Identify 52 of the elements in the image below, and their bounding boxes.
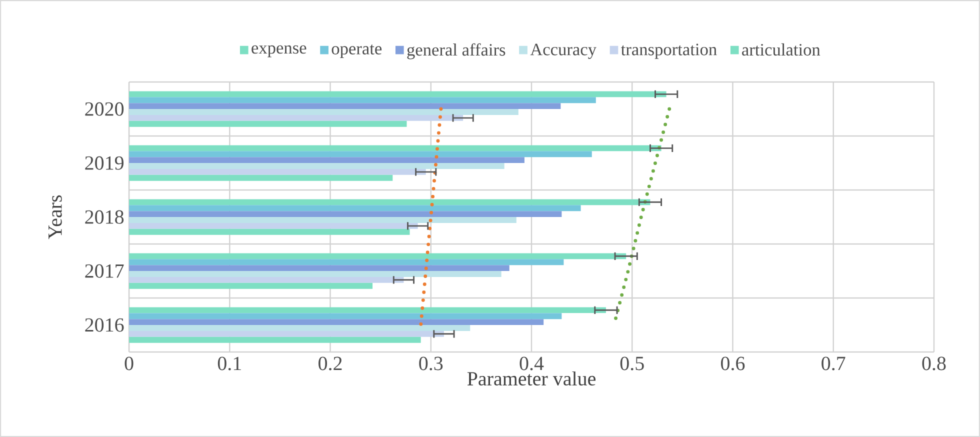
y-tick-label: 2019 — [85, 156, 124, 170]
x-tick-label: 0.6 — [720, 356, 745, 370]
bar — [129, 265, 510, 271]
bar — [129, 282, 373, 289]
legend-label: general affairs — [407, 43, 506, 60]
x-axis-title: Parameter value — [467, 371, 596, 386]
x-tick-label: 0.5 — [620, 356, 644, 370]
bar — [129, 168, 426, 175]
y-tick-label: 2016 — [85, 318, 124, 332]
legend-label: articulation — [742, 43, 820, 56]
bar — [129, 157, 524, 164]
y-tick-label: 2020 — [85, 102, 124, 116]
x-tick-label: 0.3 — [419, 356, 443, 370]
bar — [129, 199, 650, 206]
bar — [129, 91, 666, 98]
bar — [129, 222, 418, 229]
bar — [129, 114, 464, 121]
bar — [129, 103, 561, 110]
x-tick-label: 0.2 — [318, 356, 342, 370]
x-tick-label: 0.4 — [520, 356, 544, 370]
bar — [129, 259, 564, 266]
x-tick-label: 0.8 — [922, 356, 946, 370]
bar — [129, 330, 444, 337]
bar — [129, 324, 470, 331]
bar — [129, 313, 562, 320]
y-tick-label: 2018 — [85, 210, 124, 224]
bar — [129, 276, 404, 283]
bar — [129, 336, 421, 343]
bar — [129, 109, 518, 115]
bar — [129, 120, 407, 127]
x-tick-label: 0.7 — [822, 356, 846, 370]
legend-label: operate — [332, 44, 382, 58]
bar — [129, 151, 592, 158]
bar — [129, 253, 626, 260]
bar — [129, 270, 502, 277]
bar — [129, 211, 562, 218]
bar — [129, 163, 504, 169]
legend-label: Accuracy — [530, 44, 596, 59]
x-tick-label: 0.1 — [218, 356, 241, 370]
bar — [129, 228, 410, 235]
x-tick-label: 0 — [124, 356, 134, 370]
bar — [129, 319, 544, 325]
bar — [129, 145, 662, 152]
legend-label: expense — [252, 45, 306, 58]
bar — [129, 205, 581, 212]
y-axis-title: Years — [48, 195, 62, 240]
bar — [129, 217, 516, 223]
bar — [129, 97, 596, 104]
bar — [129, 307, 606, 314]
bar — [129, 174, 393, 181]
y-tick-label: 2017 — [85, 264, 124, 278]
legend-label: transportation — [621, 44, 717, 59]
